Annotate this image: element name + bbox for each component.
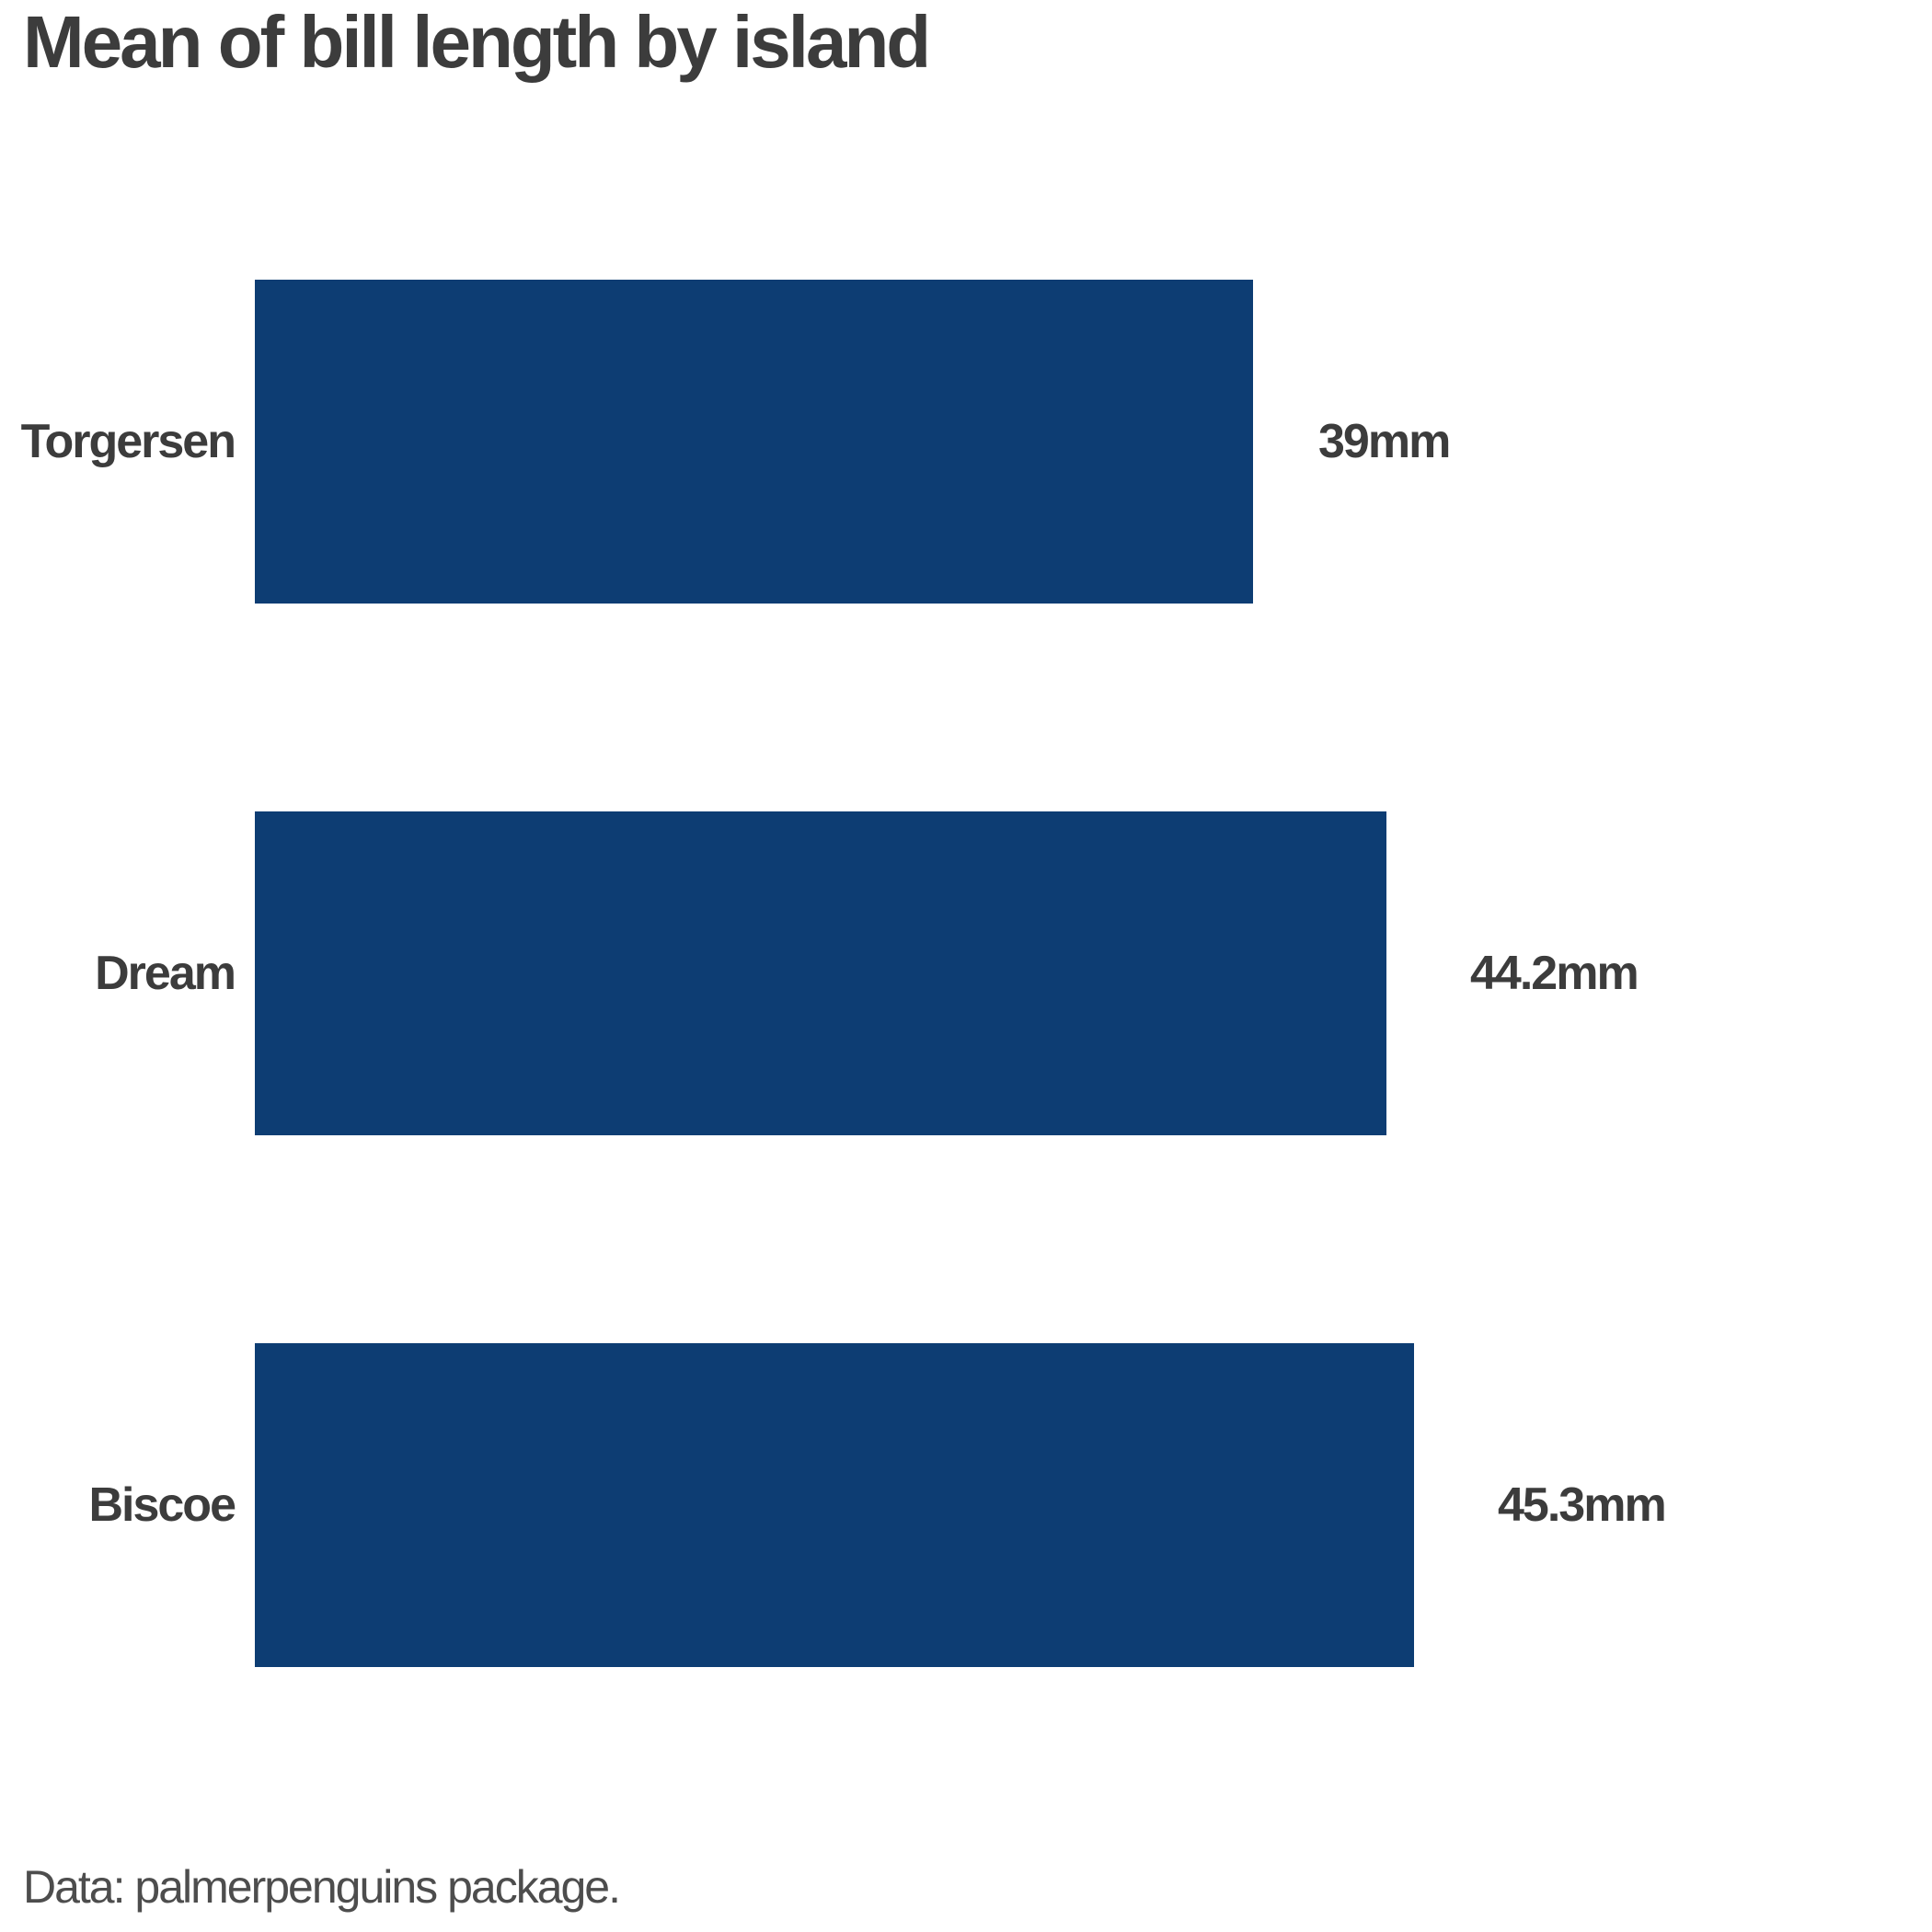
value-label-torgersen: 39mm — [1318, 415, 1451, 468]
value-label-biscoe: 45.3mm — [1498, 1478, 1667, 1532]
category-label-torgersen: Torgersen — [20, 415, 236, 468]
bar-torgersen — [255, 280, 1253, 604]
category-label-dream: Dream — [95, 947, 236, 1000]
bar-row-dream: Dream 44.2mm — [0, 811, 1932, 1135]
bar-biscoe — [255, 1343, 1414, 1667]
bar-dream — [255, 811, 1386, 1135]
bar-row-biscoe: Biscoe 45.3mm — [0, 1343, 1932, 1667]
value-label-dream: 44.2mm — [1470, 947, 1639, 1000]
bar-row-torgersen: Torgersen 39mm — [0, 280, 1932, 604]
chart-title: Mean of bill length by island — [23, 1, 931, 83]
caption: Data: palmerpenguins package. — [23, 1861, 621, 1913]
category-label-biscoe: Biscoe — [88, 1478, 236, 1532]
